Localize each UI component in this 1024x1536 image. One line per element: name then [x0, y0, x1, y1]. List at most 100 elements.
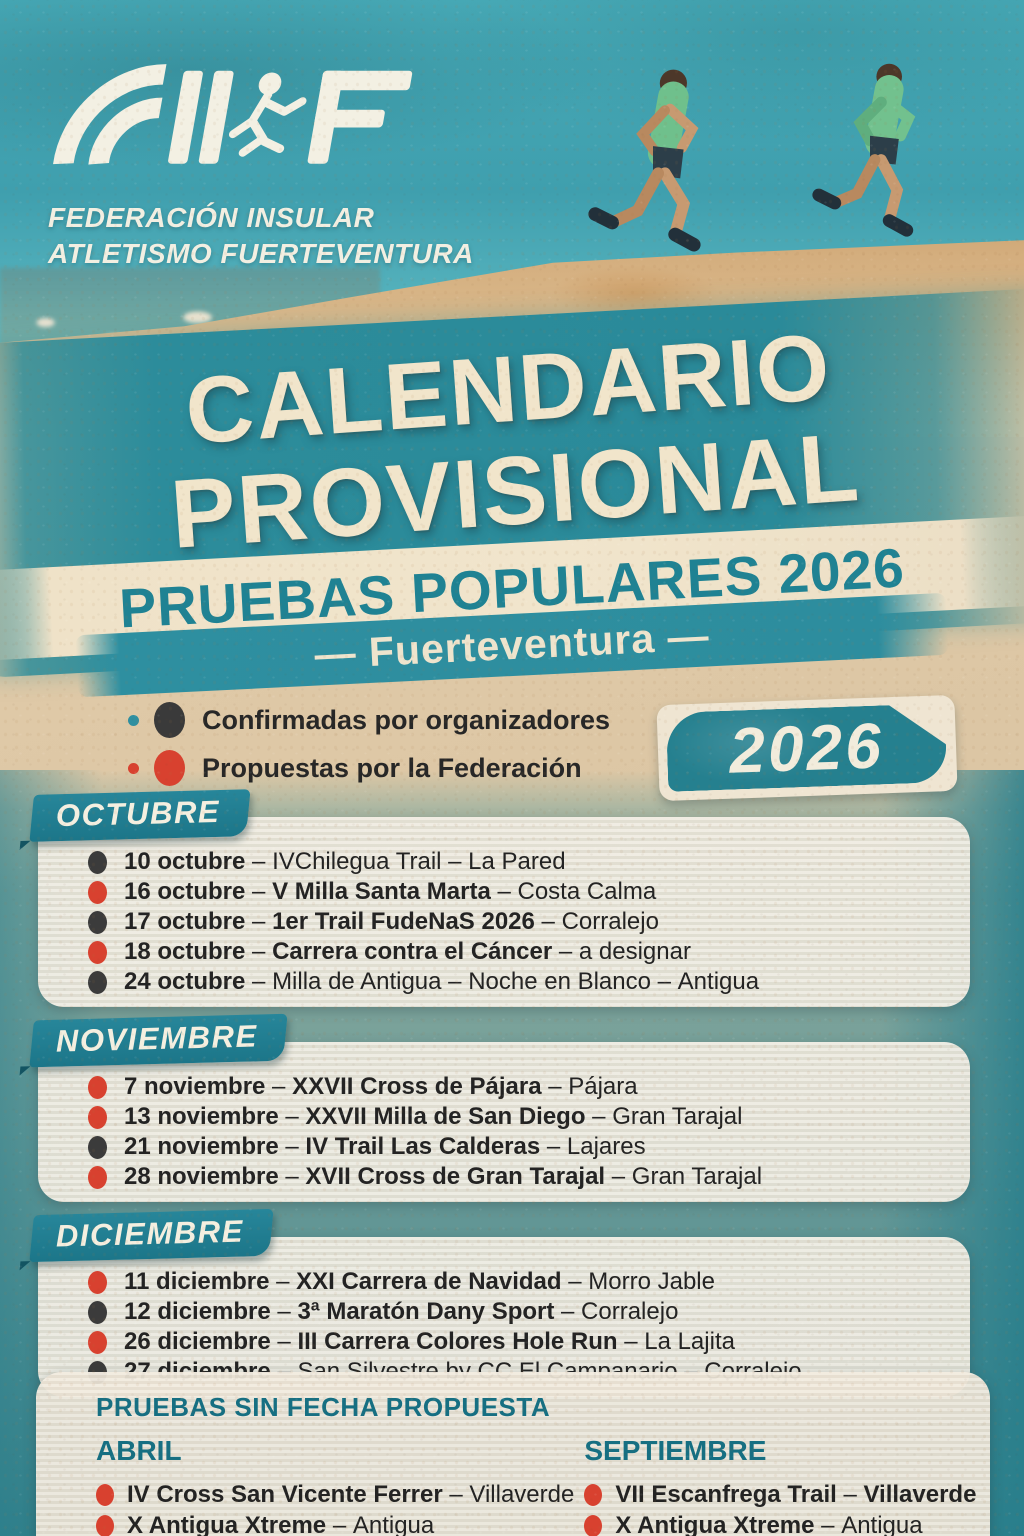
event-row: 26 diciembre – III Carrera Colores Hole … — [62, 1327, 954, 1357]
event-location: La Lajita — [644, 1328, 735, 1355]
separator: – — [270, 1298, 298, 1325]
event-date: 12 diciembre — [124, 1298, 271, 1325]
no-date-title: PRUEBAS SIN FECHA PROPUESTA — [96, 1392, 551, 1422]
event-row: 21 noviembre – IV Trail Las Calderas – L… — [62, 1132, 954, 1162]
month-ribbon: NOVIEMBRE — [29, 1013, 288, 1068]
header: FEDERACIÓN INSULAR ATLETISMO FUERTEVENTU… — [48, 50, 474, 273]
month-ribbon: OCTUBRE — [29, 789, 251, 842]
separator: – — [442, 1481, 470, 1508]
no-date-event-row: VII Escanfrega Trail – Villaverde — [584, 1479, 976, 1510]
event-name: IV Cross San Vicente Ferrer — [127, 1481, 443, 1508]
fiaf-logo-icon — [53, 64, 413, 165]
no-date-column: ABRIL IV Cross San Vicente Ferrer – Vill… — [96, 1427, 574, 1536]
event-date: 28 noviembre — [124, 1163, 279, 1190]
event-name: VII Escanfrega Trail — [615, 1481, 837, 1508]
event-date: 16 octubre — [124, 878, 246, 905]
event-date: 10 octubre — [124, 848, 246, 875]
no-date-column: SEPTIEMBRE VII Escanfrega Trail – Villav… — [584, 1427, 976, 1536]
status-dot-proposed — [88, 1330, 107, 1354]
separator: – — [561, 1268, 589, 1295]
event-row: 13 noviembre – XXVII Milla de San Diego … — [62, 1102, 954, 1132]
runner-photo-left — [588, 69, 701, 252]
separator: – — [245, 878, 273, 905]
event-row: 24 octubre – Milla de Antigua – Noche en… — [62, 967, 954, 997]
separator: – — [678, 1357, 705, 1387]
separator: – — [650, 968, 678, 995]
month-panel: 7 noviembre – XXVII Cross de Pájara – Pá… — [38, 1042, 970, 1202]
separator: – — [441, 848, 469, 875]
event-row: 7 noviembre – XXVII Cross de Pájara – Pá… — [62, 1072, 954, 1102]
separator: – — [540, 1133, 567, 1160]
event-name: 1er Trail FudeNaS 2026 — [272, 908, 535, 935]
separator: – — [534, 908, 562, 935]
event-location: Pájara — [568, 1073, 638, 1100]
event-location: Gran Tarajal — [631, 1163, 763, 1190]
year-label: 2026 — [728, 708, 885, 787]
separator: – — [278, 1163, 306, 1190]
event-location: Morro Jable — [588, 1268, 715, 1295]
event-location: Lajares — [566, 1133, 646, 1160]
legend-bullet-icon — [128, 762, 139, 774]
event-name: X Antigua Xtreme — [615, 1512, 815, 1536]
no-date-event-row: X Antigua Xtreme – Antigua — [96, 1510, 574, 1536]
event-location: Costa Calma — [517, 878, 657, 905]
event-date: 24 octubre — [124, 968, 246, 995]
separator: – — [245, 968, 273, 995]
event-row: 28 noviembre – XVII Cross de Gran Taraja… — [62, 1162, 954, 1192]
proposed-dot-icon — [154, 750, 185, 786]
status-dot-proposed — [584, 1514, 603, 1536]
no-date-event-list: VII Escanfrega Trail – Villaverde X Anti… — [584, 1479, 976, 1536]
event-name: Milla de Antigua – Noche en Blanco — [272, 968, 651, 995]
event-location: Antigua — [677, 968, 760, 995]
status-dot-proposed — [88, 880, 107, 904]
event-date: 27 diciembre — [124, 1357, 271, 1387]
event-name: III Carrera Colores Hole Run — [297, 1328, 618, 1355]
status-dot-confirmed — [88, 1360, 107, 1384]
event-name: XXVII Cross de Pájara — [292, 1073, 542, 1100]
runner-photo-right — [812, 63, 916, 237]
org-name-line1: FEDERACIÓN INSULAR — [48, 202, 375, 233]
event-list: 10 octubre – IVChilegua Trail – La Pared… — [62, 847, 954, 997]
month-ribbon-label: DICIEMBRE — [55, 1213, 245, 1254]
separator: – — [541, 1073, 569, 1100]
status-dot-proposed — [88, 1165, 107, 1189]
event-date: 26 diciembre — [124, 1328, 271, 1355]
month-panel: 10 octubre – IVChilegua Trail – La Pared… — [38, 817, 970, 1007]
year-badge-plate: 2026 — [666, 703, 948, 792]
status-dot-confirmed — [88, 910, 107, 934]
status-dot-confirmed — [88, 850, 107, 874]
event-name: XXI Carrera de Navidad — [296, 1268, 562, 1295]
island-name: — Fuerteventura — — [313, 611, 711, 678]
status-dot-proposed — [96, 1483, 114, 1506]
separator: – — [836, 1481, 864, 1508]
month-section: DICIEMBRE 11 diciembre – XXI Carrera de … — [0, 1208, 1024, 1397]
confirmed-dot-icon — [154, 702, 185, 738]
no-date-month-label: ABRIL — [96, 1435, 182, 1466]
event-list: 11 diciembre – XXI Carrera de Navidad – … — [62, 1267, 954, 1387]
event-row: 12 diciembre – 3ª Maratón Dany Sport – C… — [62, 1297, 954, 1327]
event-date: 21 noviembre — [124, 1133, 279, 1160]
separator: – — [605, 1163, 632, 1190]
event-row: 11 diciembre – XXI Carrera de Navidad – … — [62, 1267, 954, 1297]
separator: – — [814, 1512, 842, 1536]
event-date: 13 noviembre — [124, 1103, 279, 1130]
month-ribbon: DICIEMBRE — [29, 1208, 275, 1263]
event-location: Corralejo — [581, 1298, 679, 1325]
legend-row-proposed: Propuestas por la Federación — [128, 750, 610, 786]
status-dot-proposed — [88, 1105, 107, 1129]
separator: – — [265, 1073, 293, 1100]
event-name: San Silvestre by CC El Campanario — [297, 1357, 677, 1387]
no-date-card: PRUEBAS SIN FECHA PROPUESTA ABRIL IV Cro… — [36, 1372, 990, 1536]
event-date: 11 diciembre — [124, 1268, 270, 1295]
status-dot-confirmed — [88, 1300, 107, 1324]
event-location: Antigua — [841, 1512, 923, 1536]
status-dot-confirmed — [88, 1135, 107, 1159]
event-name: IV Trail Las Calderas — [305, 1133, 541, 1160]
month-ribbon-label: NOVIEMBRE — [55, 1018, 259, 1059]
event-date: 7 noviembre — [124, 1073, 266, 1100]
event-name: IVChilegua Trail — [272, 848, 442, 875]
separator: – — [269, 1268, 297, 1295]
year-badge: 2026 — [656, 694, 958, 802]
separator: – — [326, 1512, 353, 1536]
